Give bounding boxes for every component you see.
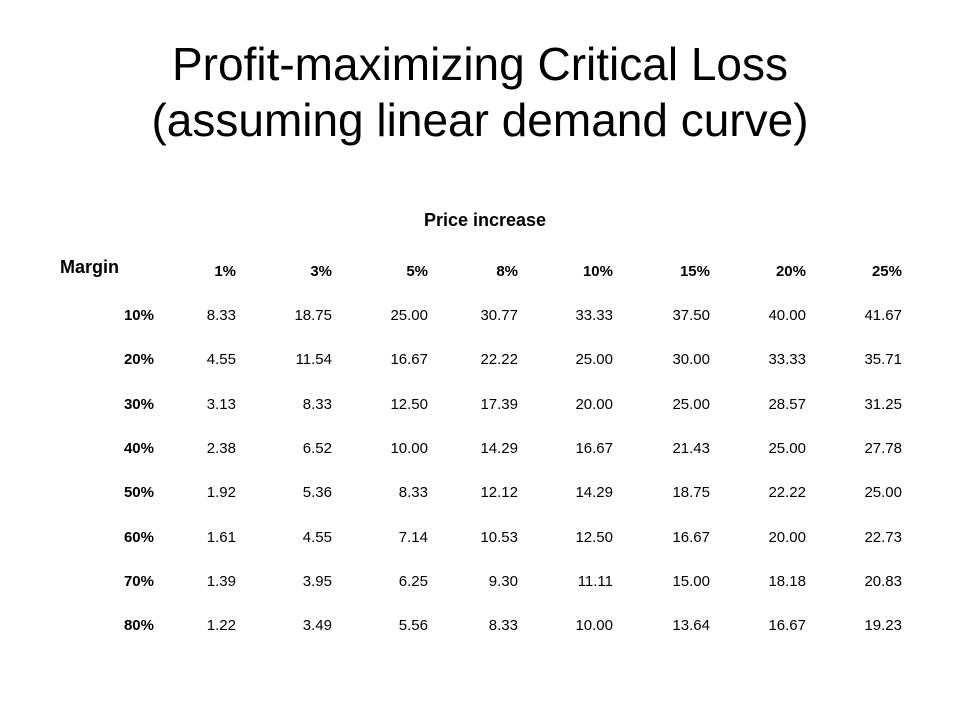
table-cell: 37.50 bbox=[672, 307, 710, 324]
table-cell: 25.00 bbox=[672, 396, 710, 413]
table-cell: 1.22 bbox=[206, 617, 236, 634]
row-header: 30% bbox=[123, 396, 154, 413]
table-cell: 2.38 bbox=[206, 440, 236, 457]
table-cell: 8.33 bbox=[302, 396, 332, 413]
title-line-2: (assuming linear demand curve) bbox=[151, 94, 809, 146]
page-title: Profit-maximizing Critical Loss (assumin… bbox=[0, 36, 960, 148]
table-cell: 8.33 bbox=[488, 617, 518, 634]
table-cell: 11.11 bbox=[577, 573, 613, 590]
column-header: 15% bbox=[679, 263, 710, 280]
table-cell: 16.67 bbox=[672, 529, 710, 546]
table-cell: 10.00 bbox=[575, 617, 613, 634]
table-cell: 13.64 bbox=[672, 617, 710, 634]
column-header: 10% bbox=[582, 263, 613, 280]
table-cell: 18.18 bbox=[768, 573, 806, 590]
table-cell: 8.33 bbox=[398, 484, 428, 501]
table-cell: 9.30 bbox=[488, 573, 518, 590]
table-cell: 28.57 bbox=[768, 396, 806, 413]
column-header: 8% bbox=[496, 263, 518, 280]
table-cell: 14.29 bbox=[575, 484, 613, 501]
row-header: 70% bbox=[123, 573, 154, 590]
row-group-label: Margin bbox=[60, 257, 120, 277]
table-cell: 33.33 bbox=[575, 307, 613, 324]
table-cell: 12.12 bbox=[480, 484, 518, 501]
table-cell: 1.39 bbox=[206, 573, 236, 590]
table-cell: 30.00 bbox=[672, 351, 710, 368]
table-cell: 8.33 bbox=[206, 307, 236, 324]
table-cell: 40.00 bbox=[768, 307, 806, 324]
table-cell: 6.25 bbox=[398, 573, 428, 590]
table-cell: 27.78 bbox=[864, 440, 902, 457]
table-cell: 7.14 bbox=[398, 529, 428, 546]
table-cell: 4.55 bbox=[302, 529, 332, 546]
title-line-1: Profit-maximizing Critical Loss bbox=[171, 38, 788, 90]
table-cell: 11.54 bbox=[295, 351, 332, 368]
table-cell: 25.00 bbox=[390, 307, 428, 324]
column-header: 20% bbox=[775, 263, 806, 280]
table-cell: 33.33 bbox=[768, 351, 806, 368]
column-header: 5% bbox=[406, 263, 428, 280]
table-cell: 5.56 bbox=[398, 617, 428, 634]
column-header: 25% bbox=[871, 263, 902, 280]
table-cell: 17.39 bbox=[480, 396, 518, 413]
row-header: 60% bbox=[123, 529, 154, 546]
table-cell: 1.61 bbox=[206, 529, 236, 546]
table-cell: 25.00 bbox=[768, 440, 806, 457]
table-cell: 18.75 bbox=[294, 307, 332, 324]
row-header: 80% bbox=[123, 617, 154, 634]
table-cell: 20.00 bbox=[768, 529, 806, 546]
table-cell: 30.77 bbox=[480, 307, 518, 324]
table-cell: 16.67 bbox=[768, 617, 806, 634]
table-cell: 20.00 bbox=[575, 396, 613, 413]
table-cell: 10.00 bbox=[390, 440, 428, 457]
table-cell: 3.95 bbox=[302, 573, 332, 590]
table-cell: 41.67 bbox=[864, 307, 902, 324]
table-cell: 22.22 bbox=[768, 484, 806, 501]
row-header: 10% bbox=[123, 307, 154, 324]
table-cell: 20.83 bbox=[864, 573, 902, 590]
table-cell: 25.00 bbox=[575, 351, 613, 368]
table-cell: 12.50 bbox=[575, 529, 613, 546]
column-header: 1% bbox=[214, 263, 236, 280]
row-header: 40% bbox=[123, 440, 154, 457]
table-cell: 5.36 bbox=[302, 484, 332, 501]
table-cell: 3.13 bbox=[206, 396, 236, 413]
row-header: 20% bbox=[123, 351, 154, 368]
table-cell: 3.49 bbox=[302, 617, 332, 634]
row-header: 50% bbox=[123, 484, 154, 501]
table-cell: 16.67 bbox=[390, 351, 428, 368]
table-cell: 31.25 bbox=[864, 396, 902, 413]
column-header: 3% bbox=[310, 263, 332, 280]
table-cell: 18.75 bbox=[672, 484, 710, 501]
table-cell: 10.53 bbox=[480, 529, 518, 546]
table-cell: 14.29 bbox=[480, 440, 518, 457]
table-cell: 12.50 bbox=[390, 396, 428, 413]
table-cell: 15.00 bbox=[672, 573, 710, 590]
table-cell: 19.23 bbox=[864, 617, 902, 634]
table-cell: 21.43 bbox=[672, 440, 710, 457]
table-cell: 22.22 bbox=[480, 351, 518, 368]
column-group-label: Price increase bbox=[423, 210, 547, 230]
table-cell: 16.67 bbox=[575, 440, 613, 457]
table-cell: 35.71 bbox=[864, 351, 902, 368]
table-cell: 22.73 bbox=[864, 529, 902, 546]
table-cell: 25.00 bbox=[864, 484, 902, 501]
table-cell: 1.92 bbox=[206, 484, 236, 501]
table-cell: 4.55 bbox=[206, 351, 236, 368]
table-cell: 6.52 bbox=[302, 440, 332, 457]
